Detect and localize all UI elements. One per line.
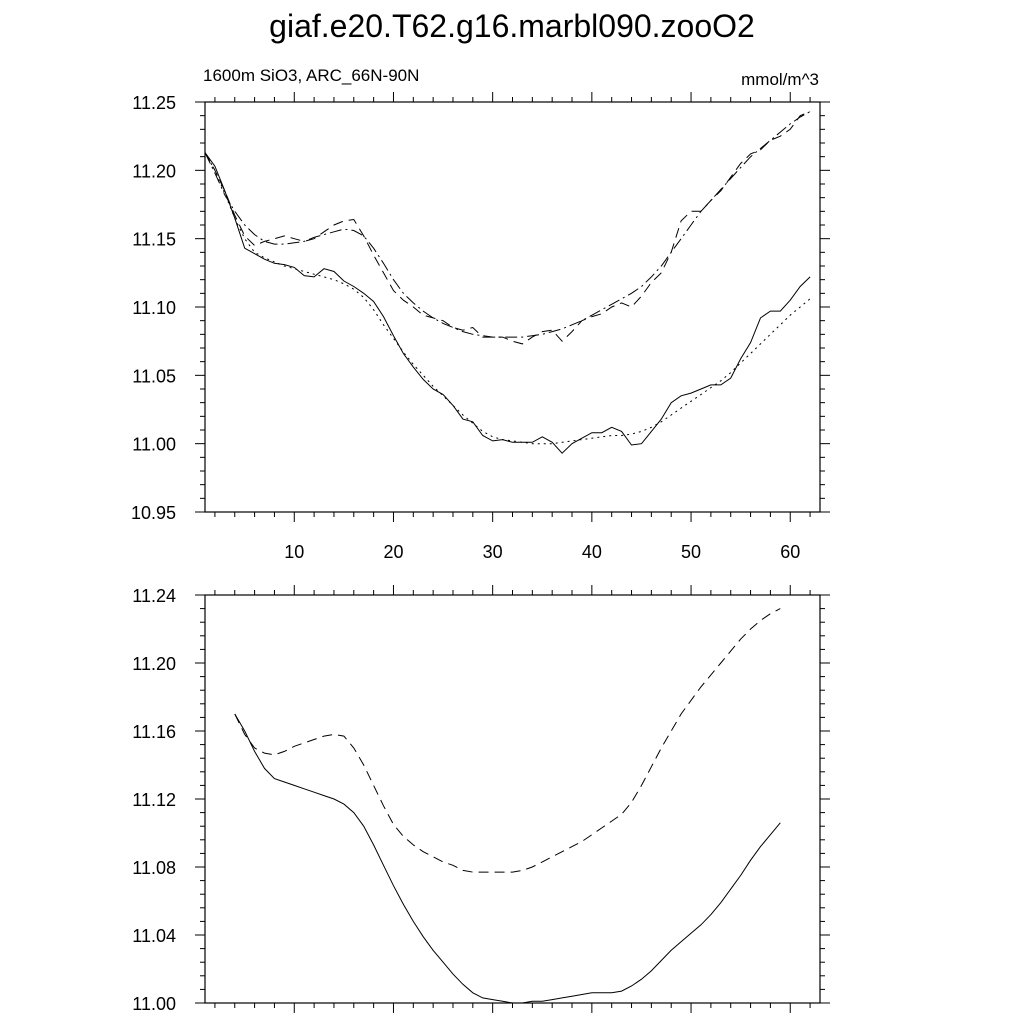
chart-title: giaf.e20.T62.g16.marbl090.zooO2 — [269, 8, 755, 44]
series-line-dashdot — [204, 111, 811, 338]
y-tick-label: 11.12 — [132, 790, 176, 810]
y-tick-label: 11.15 — [132, 230, 176, 250]
x-tick-label: 60 — [780, 542, 800, 562]
y-tick-label: 11.16 — [132, 722, 176, 742]
y-tick-label: 10.95 — [131, 503, 176, 523]
x-tick-label: 30 — [483, 542, 503, 562]
y-tick-label: 11.25 — [132, 93, 176, 113]
y-tick-label: 11.10 — [132, 298, 176, 318]
y-tick-label: 11.08 — [132, 858, 176, 878]
series-line-solid — [204, 152, 811, 454]
y-tick-label: 11.00 — [132, 435, 176, 455]
bottom-panel: 11.00 11.04 11.08 11.12 11.16 11.20 11.24 — [132, 585, 830, 1014]
x-tick-label: 10 — [284, 542, 304, 562]
y-tick-label: 11.04 — [132, 926, 176, 946]
chart-units: mmol/m^3 — [741, 70, 819, 89]
chart-subtitle-left: 1600m SiO3, ARC_66N-90N — [203, 66, 420, 85]
y-tick-label: 11.24 — [132, 586, 176, 606]
series-line-dashed — [204, 111, 811, 345]
x-tick-label: 50 — [681, 542, 701, 562]
series-line-dashed — [234, 608, 781, 873]
x-tick-label: 20 — [383, 542, 403, 562]
plot-frame — [204, 101, 821, 513]
y-tick-label: 11.20 — [132, 161, 176, 181]
x-tick-label: 40 — [582, 542, 602, 562]
y-tick-label: 11.20 — [132, 654, 176, 674]
top-panel: 10 20 30 40 50 60 10.95 11.00 11.05 11.10 11.15 11.… — [131, 92, 830, 562]
series-line-dotted — [204, 152, 811, 445]
y-tick-label: 11.05 — [132, 366, 176, 386]
plot-frame — [204, 594, 821, 1004]
series-line-solid — [234, 713, 781, 1004]
y-tick-label: 11.00 — [132, 994, 176, 1014]
